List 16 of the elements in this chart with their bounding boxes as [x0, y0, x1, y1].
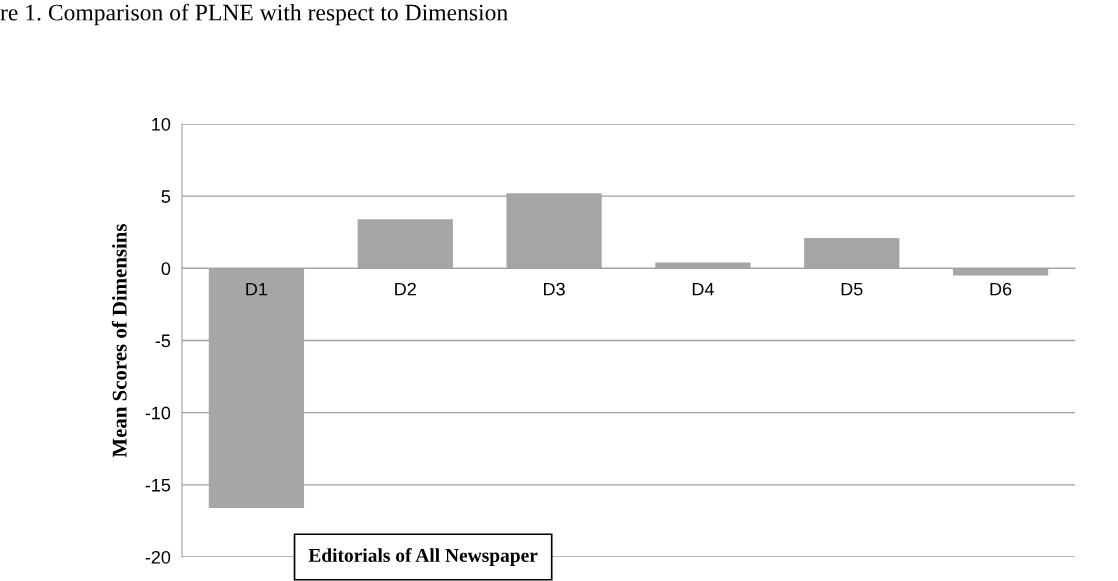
y-tick-label: -15: [145, 478, 171, 492]
x-tick-label: D1: [246, 282, 268, 296]
y-tick-label: 0: [161, 262, 171, 276]
y-tick-label: -20: [145, 550, 171, 564]
y-axis-title: Mean Scores of Dimensins: [111, 224, 127, 458]
chart-title: re 1. Comparison of PLNE with respect to Dimension: [0, 3, 508, 26]
x-tick-label: D5: [841, 282, 863, 296]
x-tick-label: D4: [692, 282, 714, 296]
y-tick-label: 10: [152, 117, 171, 131]
x-tick-label: D3: [544, 282, 565, 296]
x-tick-label: D6: [990, 282, 1012, 296]
y-tick-label: 5: [161, 190, 171, 203]
y-tick-label: -10: [145, 406, 171, 420]
x-axis-title: Editorials of All Newspaper: [308, 548, 538, 566]
y-tick-label: -5: [155, 334, 171, 348]
x-tick-label: D2: [395, 282, 416, 296]
